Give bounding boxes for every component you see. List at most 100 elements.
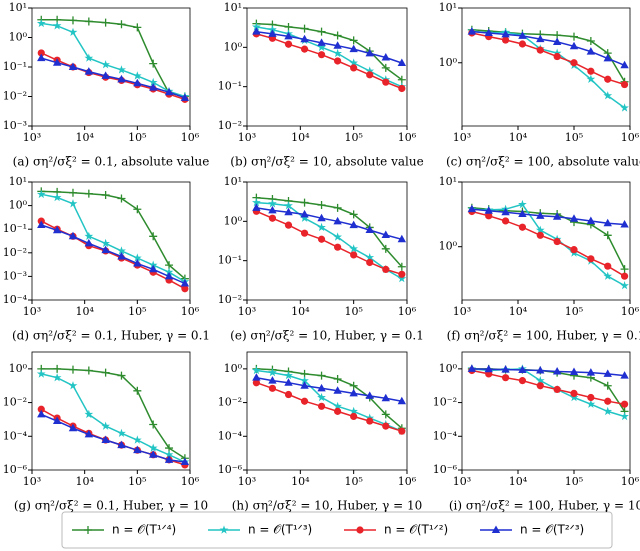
marker — [317, 222, 326, 232]
y-tick-label: 10⁻¹ — [218, 80, 242, 93]
caption: (i) ση²/σξ² = 100, Huber, γ = 10 — [449, 499, 640, 513]
marker — [552, 366, 562, 375]
marker — [349, 244, 358, 253]
series-group — [36, 364, 190, 469]
x-tick-label: 10⁴ — [75, 131, 94, 144]
y-tick-label: 10⁰ — [439, 56, 458, 69]
y-tick-label: 10⁻² — [3, 246, 27, 259]
marker — [164, 450, 174, 459]
marker — [268, 25, 277, 34]
marker — [133, 435, 142, 444]
y-tick-label: 10⁻¹ — [218, 254, 242, 267]
marker — [552, 37, 562, 45]
x-tick-label: 10⁵ — [565, 305, 583, 318]
x-tick-label: 10³ — [238, 475, 256, 488]
y-tick-label: 10¹ — [9, 1, 27, 14]
marker — [333, 375, 342, 384]
x-tick-label: 10⁴ — [509, 475, 528, 488]
marker — [84, 409, 94, 419]
x-tick-label: 10⁵ — [128, 305, 146, 318]
series-line — [41, 413, 185, 463]
y-tick-label: 10⁰ — [9, 31, 28, 44]
marker — [36, 18, 46, 28]
series-group — [252, 193, 407, 283]
series-line — [256, 369, 403, 432]
marker — [518, 31, 527, 39]
marker — [333, 203, 342, 212]
marker — [356, 526, 364, 534]
marker — [84, 17, 93, 26]
series-line — [40, 408, 186, 466]
series-line — [41, 18, 186, 98]
series-line — [471, 208, 625, 226]
plot-area — [467, 199, 629, 290]
x-tick-label: 10³ — [453, 475, 471, 488]
x-tick-label: 10⁵ — [344, 131, 362, 144]
marker — [333, 386, 342, 394]
y-tick-label: 10⁻² — [218, 119, 242, 132]
marker — [84, 53, 94, 62]
marker — [518, 365, 527, 374]
y-tick-label: 10¹ — [9, 175, 27, 188]
marker — [365, 225, 374, 234]
marker — [284, 221, 293, 229]
series-line — [256, 376, 402, 402]
marker — [350, 64, 358, 72]
marker — [620, 220, 629, 228]
marker — [68, 231, 78, 240]
series-line — [471, 30, 625, 66]
marker — [84, 238, 94, 247]
series-line — [256, 26, 403, 88]
plot-frame — [31, 181, 191, 301]
marker — [117, 371, 126, 380]
marker — [365, 66, 375, 75]
marker — [501, 29, 510, 38]
marker — [300, 376, 309, 385]
marker — [284, 390, 293, 399]
x-tick-label: 10³ — [23, 131, 41, 144]
marker — [366, 417, 374, 425]
marker — [349, 36, 358, 45]
marker — [68, 188, 77, 197]
marker — [37, 405, 45, 413]
marker — [300, 381, 309, 389]
marker — [117, 428, 126, 437]
marker — [317, 27, 326, 36]
marker — [620, 272, 629, 280]
marker — [117, 65, 126, 74]
marker — [300, 209, 309, 218]
marker — [148, 450, 158, 458]
marker — [603, 406, 613, 416]
marker — [52, 416, 62, 425]
marker — [501, 217, 510, 225]
series-line — [471, 32, 625, 86]
plot-area — [252, 364, 407, 435]
plot-area — [36, 187, 190, 293]
x-tick-label: 10⁶ — [398, 305, 417, 318]
marker — [536, 46, 544, 54]
marker — [84, 526, 92, 534]
plot-frame — [461, 351, 631, 471]
legend-box — [61, 511, 613, 549]
marker — [553, 52, 561, 61]
marker — [84, 189, 93, 198]
x-tick-label: 10³ — [238, 305, 256, 318]
marker — [349, 210, 358, 219]
marker — [101, 245, 110, 254]
marker — [569, 367, 579, 376]
marker — [133, 259, 142, 267]
y-tick-label: 10⁻⁶ — [3, 463, 28, 476]
y-tick-label: 10⁻² — [218, 396, 242, 409]
y-tick-label: 10⁻⁴ — [3, 293, 28, 306]
marker — [133, 253, 142, 262]
series-line — [256, 368, 403, 429]
x-tick-label: 10³ — [453, 305, 471, 318]
marker — [620, 265, 629, 274]
marker — [252, 22, 261, 31]
marker — [536, 34, 545, 43]
series-group — [36, 187, 190, 293]
marker — [501, 36, 510, 44]
plot-frame — [461, 181, 631, 301]
marker — [317, 213, 326, 222]
x-tick-label: 10³ — [238, 131, 256, 144]
